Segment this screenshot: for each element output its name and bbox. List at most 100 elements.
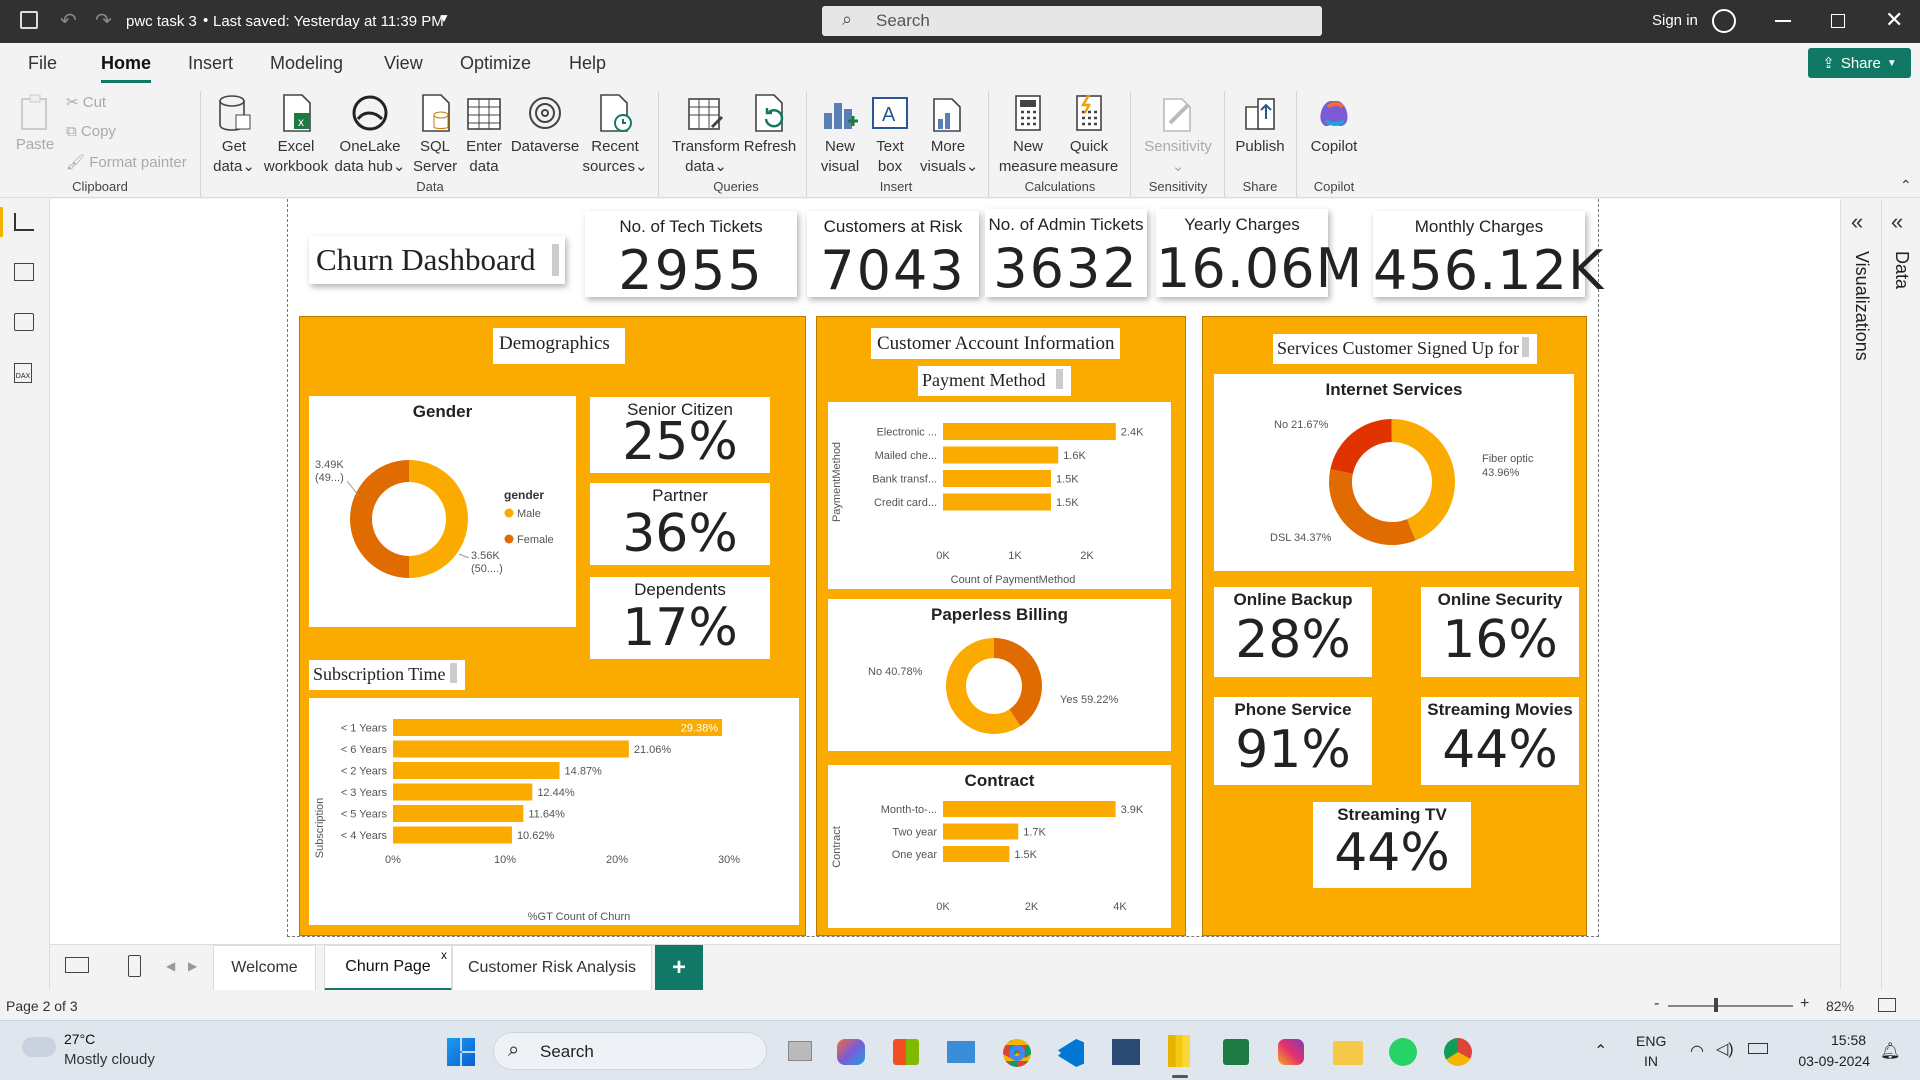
- online-backup-card[interactable]: Online Backup 28%: [1214, 587, 1372, 677]
- weather-desc[interactable]: Mostly cloudy: [64, 1051, 155, 1068]
- tab-help[interactable]: Help: [569, 53, 607, 73]
- table-view-icon[interactable]: [14, 263, 34, 281]
- transform-data-button[interactable]: Transform data⌄: [669, 93, 743, 177]
- donut-slice[interactable]: [946, 638, 1021, 734]
- bar[interactable]: [393, 719, 723, 736]
- zoom-level[interactable]: 82%: [1826, 998, 1855, 1014]
- page-tab-churn[interactable]: Churn Page x: [324, 945, 452, 991]
- chrome-icon[interactable]: [1003, 1039, 1031, 1067]
- bar[interactable]: [943, 823, 1019, 840]
- bar[interactable]: [943, 423, 1116, 440]
- streaming-movies-card[interactable]: Streaming Movies 44%: [1421, 697, 1579, 785]
- cut-button[interactable]: ✂ Cut: [66, 94, 107, 111]
- bar[interactable]: [943, 493, 1051, 511]
- quick-measure-button[interactable]: Quick measure: [1056, 93, 1122, 177]
- desktop-layout-icon[interactable]: [65, 957, 89, 973]
- zoom-slider-thumb[interactable]: [1714, 998, 1718, 1012]
- kpi-card[interactable]: Monthly Charges 456.12K: [1373, 211, 1603, 302]
- weather-temp[interactable]: 27°C: [64, 1031, 96, 1047]
- dependents-card[interactable]: Dependents 17%: [590, 577, 770, 659]
- collapse-ribbon-icon[interactable]: ⌃: [1900, 177, 1912, 193]
- tab-modeling[interactable]: Modeling: [270, 53, 344, 73]
- share-button[interactable]: ⇪ Share ▼: [1808, 48, 1911, 78]
- online-security-card[interactable]: Online Security 16%: [1421, 587, 1579, 677]
- kpi-card[interactable]: No. of Tech Tickets 2955: [585, 211, 797, 302]
- donut-slice[interactable]: [1330, 419, 1392, 474]
- donut-slice-female[interactable]: [350, 460, 409, 578]
- onelake-data-hub-button[interactable]: OneLake data hub⌄: [332, 93, 408, 177]
- bar[interactable]: [943, 846, 1010, 862]
- bar[interactable]: [393, 826, 512, 844]
- zoom-out-button[interactable]: -: [1654, 995, 1660, 1012]
- wifi-icon[interactable]: ◠: [1690, 1043, 1704, 1060]
- copilot-app-icon[interactable]: [837, 1039, 865, 1065]
- tab-insert[interactable]: Insert: [188, 53, 234, 73]
- visualizations-pane-tab[interactable]: Visualizations: [1852, 251, 1872, 361]
- fit-to-page-icon[interactable]: [1878, 998, 1896, 1012]
- tab-home[interactable]: Home: [101, 53, 152, 73]
- whatsapp-icon[interactable]: [1389, 1038, 1417, 1066]
- ssms-icon[interactable]: [1112, 1039, 1140, 1065]
- tab-optimize[interactable]: Optimize: [460, 53, 532, 73]
- chrome-profile-icon[interactable]: [1444, 1038, 1472, 1066]
- prev-page-icon[interactable]: ◀: [166, 959, 176, 973]
- search-input[interactable]: ⌕ Search: [822, 6, 1322, 36]
- tray-chevron-icon[interactable]: ⌃: [1594, 1043, 1608, 1060]
- bar[interactable]: [943, 801, 1116, 817]
- excel-app-icon[interactable]: [1223, 1039, 1249, 1065]
- task-view-icon[interactable]: [788, 1041, 812, 1061]
- data-pane-tab[interactable]: Data: [1892, 251, 1912, 290]
- page-tab-customer-risk[interactable]: Customer Risk Analysis: [452, 945, 652, 991]
- paste-button[interactable]: Paste: [14, 93, 56, 155]
- mobile-layout-icon[interactable]: [128, 955, 141, 977]
- sign-in-button[interactable]: Sign in: [1652, 12, 1698, 29]
- avatar[interactable]: [1712, 9, 1736, 33]
- sensitivity-button[interactable]: Sensitivity ⌄: [1138, 93, 1218, 177]
- recent-sources-button[interactable]: Recent sources⌄: [582, 93, 648, 177]
- vscode-icon[interactable]: [1058, 1039, 1084, 1067]
- dashboard-title-card[interactable]: Churn Dashboard: [309, 236, 565, 284]
- contract-bar-chart[interactable]: Contract Contract 0K 2K 4K Month-to-... 3.9K…: [828, 765, 1171, 928]
- streaming-tv-card[interactable]: Streaming TV 44%: [1313, 802, 1471, 888]
- expand-data-icon[interactable]: «: [1891, 209, 1904, 234]
- phone-service-card[interactable]: Phone Service 91%: [1214, 697, 1372, 785]
- store-icon[interactable]: [893, 1039, 919, 1065]
- taskbar-search[interactable]: ⌕ Search: [493, 1032, 767, 1070]
- new-measure-button[interactable]: New measure: [995, 93, 1061, 177]
- bar[interactable]: [943, 446, 1059, 464]
- enter-data-button[interactable]: Enter data: [462, 93, 506, 177]
- bar[interactable]: [393, 805, 524, 822]
- file-explorer-icon[interactable]: [1333, 1041, 1363, 1065]
- report-view-icon[interactable]: [14, 213, 34, 231]
- partner-card[interactable]: Partner 36%: [590, 483, 770, 565]
- more-visuals-button[interactable]: More visuals⌄: [920, 93, 978, 177]
- page-tab-welcome[interactable]: Welcome: [213, 945, 316, 991]
- new-visual-button[interactable]: New visual: [814, 93, 866, 177]
- kpi-card[interactable]: Yearly Charges 16.06M: [1156, 209, 1362, 300]
- zoom-in-button[interactable]: +: [1800, 995, 1810, 1012]
- volume-icon[interactable]: ◁): [1716, 1041, 1734, 1058]
- tab-view[interactable]: View: [384, 53, 423, 73]
- gender-donut-chart[interactable]: Gender 3.49K (49...) 3.56K (50....) gend…: [309, 396, 576, 627]
- expand-visualizations-icon[interactable]: «: [1851, 209, 1864, 234]
- donut-slice[interactable]: [1391, 419, 1455, 541]
- close-icon[interactable]: ✕: [1885, 7, 1904, 32]
- bar[interactable]: [393, 740, 629, 758]
- internet-services-donut-chart[interactable]: Internet Services No 21.67% Fiber optic …: [1214, 374, 1574, 571]
- clock-time[interactable]: 15:58: [1831, 1032, 1867, 1048]
- donut-slice-male[interactable]: [409, 460, 468, 578]
- instagram-icon[interactable]: [1278, 1039, 1304, 1065]
- donut-slice[interactable]: [994, 638, 1042, 727]
- last-saved[interactable]: Last saved: Yesterday at 11:39 PM: [213, 13, 444, 30]
- powerbi-icon[interactable]: [1168, 1035, 1190, 1067]
- tab-file[interactable]: File: [28, 53, 58, 73]
- payment-method-bar-chart[interactable]: PaymentMethod Count of PaymentMethod 0K 1…: [828, 402, 1171, 589]
- kpi-card[interactable]: Customers at Risk 7043: [807, 211, 979, 302]
- paperless-billing-donut-chart[interactable]: Paperless Billing No 40.78% Yes 59.22%: [828, 599, 1171, 751]
- sql-server-button[interactable]: SQL Server: [413, 93, 457, 177]
- model-view-icon[interactable]: [14, 313, 34, 331]
- bar[interactable]: [393, 783, 533, 801]
- excel-workbook-button[interactable]: x Excel workbook: [261, 93, 331, 177]
- publish-button[interactable]: Publish: [1230, 93, 1290, 157]
- chevron-down-icon[interactable]: ▼: [438, 11, 450, 25]
